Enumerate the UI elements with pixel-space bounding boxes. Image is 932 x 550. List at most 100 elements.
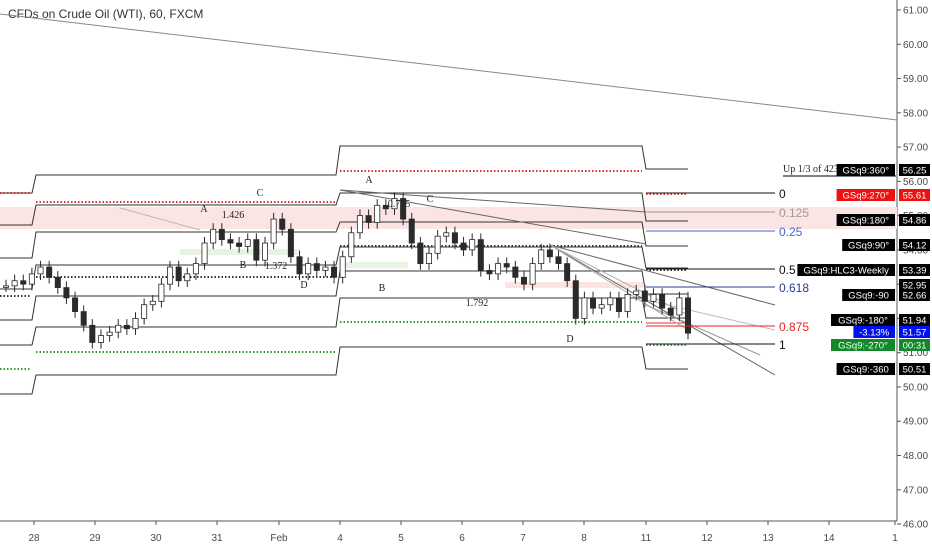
candle-body xyxy=(339,256,346,278)
candle-body xyxy=(356,215,363,234)
candle-body xyxy=(244,239,251,247)
price-tag-value-box xyxy=(899,239,930,251)
y-tick-label: 51.00 xyxy=(903,348,928,359)
candle-body xyxy=(633,290,640,295)
trend-line xyxy=(645,299,776,331)
x-tick-label: 7 xyxy=(520,533,526,544)
candle-body xyxy=(434,235,441,254)
candle-body xyxy=(667,307,674,316)
y-tick-label: 49.00 xyxy=(903,417,928,428)
candle-body xyxy=(305,263,312,275)
price-tag-value-box xyxy=(899,363,930,375)
candle-body xyxy=(149,300,156,306)
y-tick-label: 56.00 xyxy=(903,177,928,188)
x-tick-label: 1 xyxy=(892,533,898,544)
wave-label: C xyxy=(257,188,264,199)
candle-body xyxy=(685,297,692,334)
price-tag-name-box xyxy=(842,239,895,251)
wave-label: D xyxy=(566,334,573,345)
price-tag-value-box xyxy=(899,189,930,201)
candle-body xyxy=(123,324,130,330)
candle-body xyxy=(486,270,493,275)
candle-body xyxy=(158,283,165,302)
candle-body xyxy=(564,263,571,282)
candle-body xyxy=(192,263,199,275)
price-tag-name-box xyxy=(836,189,895,201)
price-tag-value: 56.25 xyxy=(903,166,927,177)
x-tick-label: 4 xyxy=(337,533,343,544)
candle-body xyxy=(54,276,61,288)
support-band xyxy=(180,249,300,255)
candle-body xyxy=(503,263,510,268)
gann-step-level xyxy=(0,297,688,346)
x-tick-label: 12 xyxy=(701,533,713,544)
price-tag-value: 51.57 xyxy=(903,328,927,339)
gann-step-level xyxy=(0,346,688,395)
candle-body xyxy=(477,239,484,271)
candle-body xyxy=(607,297,614,306)
candle-body xyxy=(572,280,579,319)
fib-level-label: 0.618 xyxy=(779,281,809,295)
candle-body xyxy=(659,294,666,309)
candle-body xyxy=(72,297,79,312)
price-tag-name-box xyxy=(831,314,895,326)
candle-body xyxy=(279,218,286,230)
price-tag-value: 53.39 xyxy=(903,266,927,277)
x-tick-label: 13 xyxy=(762,533,774,544)
price-tag-name: GSq9:-180° xyxy=(838,316,888,327)
wave-label: C xyxy=(427,194,434,205)
price-tag-name-box xyxy=(836,214,895,226)
candle-body xyxy=(331,266,338,278)
x-tick-label: 6 xyxy=(459,533,465,544)
x-tick-label: 5 xyxy=(398,533,404,544)
candle-body xyxy=(348,232,355,258)
candle-body xyxy=(512,266,519,278)
price-tag-value: 52.66 xyxy=(903,291,927,302)
fib-level-label: 0.875 xyxy=(779,320,809,334)
candle-body xyxy=(97,335,104,343)
fib-level-label: 0 xyxy=(779,187,786,201)
candle-body xyxy=(46,266,53,278)
chart-title: CFDs on Crude Oil (WTI), 60, FXCM xyxy=(8,7,203,21)
up-annotation: Up 1/3 of 4234 xyxy=(783,164,844,175)
candle-body xyxy=(676,297,683,316)
x-tick-label: 31 xyxy=(211,533,223,544)
price-tag-name: GSq9:360° xyxy=(843,166,890,177)
price-tag-name-box xyxy=(836,363,895,375)
candle-body xyxy=(365,215,372,223)
price-tag-name-box xyxy=(797,264,895,276)
y-tick-label: 57.00 xyxy=(903,143,928,154)
candle-body xyxy=(175,266,182,282)
gann-step-level xyxy=(0,192,688,226)
candle-body xyxy=(417,242,424,264)
y-tick-label: 60.00 xyxy=(903,40,928,51)
trend-line xyxy=(549,244,776,306)
candle-body xyxy=(227,239,234,244)
price-tag-value-box xyxy=(899,264,930,276)
price-tag-value-box xyxy=(899,289,930,301)
candle-body xyxy=(106,331,113,336)
candle-body xyxy=(115,324,122,333)
x-tick-label: 8 xyxy=(581,533,587,544)
candle-body xyxy=(37,266,44,275)
price-tag-name-box xyxy=(842,289,895,301)
candle-body xyxy=(460,242,467,251)
price-tag-value: 51.94 xyxy=(903,316,927,327)
candle-body xyxy=(641,290,648,302)
candle-body xyxy=(382,204,389,210)
gann-step-level xyxy=(0,221,688,259)
candle-body xyxy=(598,304,605,309)
candle-body xyxy=(270,218,277,244)
candle-body xyxy=(80,311,87,326)
candle-body xyxy=(167,266,174,285)
candle-body xyxy=(218,228,225,241)
fib-level-label: 0.25 xyxy=(779,225,803,239)
x-tick-label: 11 xyxy=(641,533,652,544)
price-tag-name: GSq9:-90 xyxy=(848,291,889,302)
candle-body xyxy=(581,297,588,319)
wave-label: B xyxy=(240,260,247,271)
price-tag-value: 00:31 xyxy=(903,341,927,352)
